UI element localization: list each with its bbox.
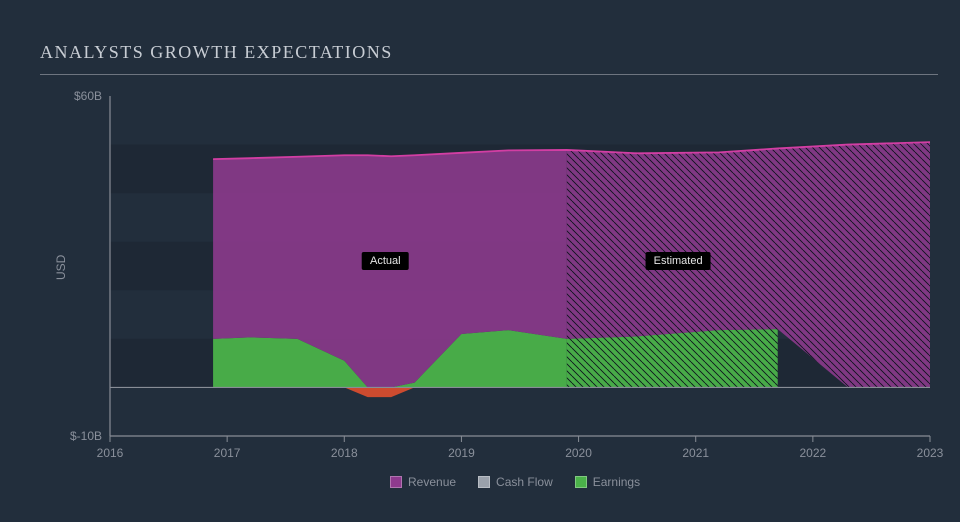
chart-title: ANALYSTS GROWTH EXPECTATIONS [40,42,393,63]
chart-legend: Revenue Cash Flow Earnings [390,475,640,489]
x-tick-label: 2020 [565,446,592,460]
legend-swatch [478,476,490,488]
annotation-label: Actual [362,252,409,270]
x-tick-label: 2019 [448,446,475,460]
x-tick-label: 2022 [799,446,826,460]
chart-container: ANALYSTS GROWTH EXPECTATIONS USD Revenue… [0,0,960,522]
earnings-negative-area [213,387,567,397]
legend-label: Earnings [593,475,640,489]
x-tick-label: 2016 [97,446,124,460]
legend-item: Revenue [390,475,456,489]
legend-swatch [390,476,402,488]
x-tick-label: 2023 [917,446,944,460]
y-tick-label: $60B [74,89,102,103]
y-axis-label: USD [54,255,68,280]
legend-label: Cash Flow [496,475,553,489]
legend-label: Revenue [408,475,456,489]
plot-area [110,96,930,436]
title-underline [40,74,938,75]
annotation-label: Estimated [646,252,711,270]
x-tick-label: 2017 [214,446,241,460]
earnings-estimated-area [567,329,778,387]
legend-item: Cash Flow [478,475,553,489]
y-tick-label: $-10B [70,429,102,443]
x-tick-label: 2018 [331,446,358,460]
legend-item: Earnings [575,475,640,489]
x-tick-label: 2021 [682,446,709,460]
legend-swatch [575,476,587,488]
